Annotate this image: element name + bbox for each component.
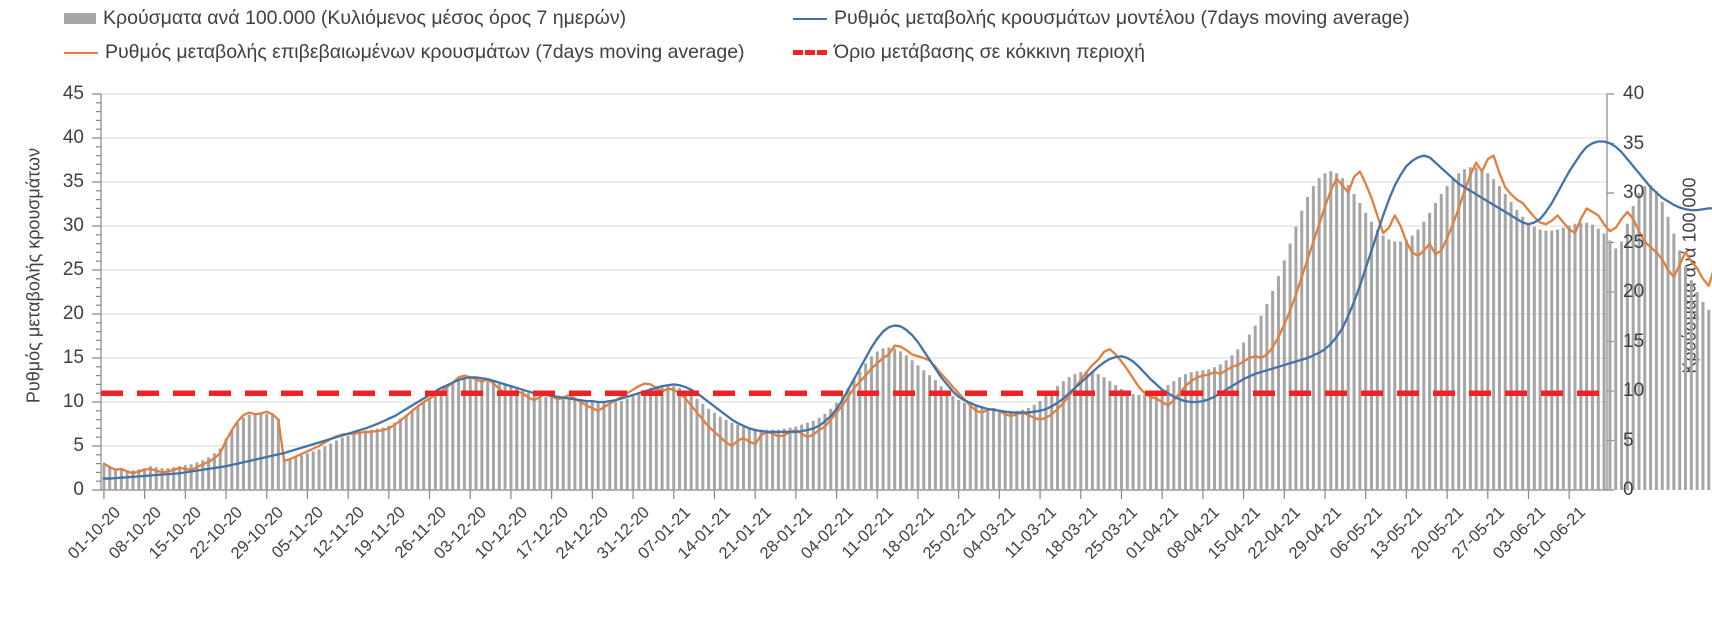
legend-label-bars: Κρούσματα ανά 100.000 (Κυλιόμενος μέσος … xyxy=(103,7,627,29)
blue-line-series xyxy=(102,140,1712,480)
legend-label-threshold: Όριο μετάβασης σε κόκκινη περιοχή xyxy=(834,41,1145,63)
y-tick-label-left: 10 xyxy=(62,391,84,412)
y-tick-label-left: 20 xyxy=(62,303,84,324)
legend-item-blue-line[interactable]: Ρυθμός μεταβολής κρουσμάτων μοντέλου (7d… xyxy=(793,7,1410,29)
bar-series xyxy=(102,167,1711,491)
y-tick-label-right: 35 xyxy=(1623,132,1645,154)
y-tick-label-right: 10 xyxy=(1623,380,1645,401)
line-swatch-icon xyxy=(793,17,827,20)
y-tick-label-right: 25 xyxy=(1623,231,1645,253)
y-tick-label-right: 15 xyxy=(1623,330,1645,352)
y-tick-label-right: 40 xyxy=(1623,83,1645,104)
y-tick-label-left: 0 xyxy=(73,479,84,500)
legend-label-blue-line: Ρυθμός μεταβολής κρουσμάτων μοντέλου (7d… xyxy=(834,7,1410,29)
y-tick-label-right: 5 xyxy=(1623,429,1634,451)
chart-legend: Κρούσματα ανά 100.000 (Κυλιόμενος μέσος … xyxy=(0,0,1712,70)
legend-item-bars[interactable]: Κρούσματα ανά 100.000 (Κυλιόμενος μέσος … xyxy=(64,7,627,29)
bar-swatch-icon xyxy=(64,13,96,25)
legend-label-orange-line: Ρυθμός μεταβολής επιβεβαιωμένων κρουσμάτ… xyxy=(105,41,745,63)
legend-item-threshold[interactable]: Όριο μετάβασης σε κόκκινη περιοχή xyxy=(793,41,1145,63)
y-tick-label-left: 5 xyxy=(73,435,84,456)
y-tick-label-left: 35 xyxy=(62,171,84,192)
chart-canvas xyxy=(92,93,1712,499)
dashed-line-swatch-icon xyxy=(793,50,827,56)
plot-area-wrapper: Ρυθμός μεταβολής κρουσμάτων Κρούσματα αν… xyxy=(0,70,1712,641)
y-tick-label-left: 40 xyxy=(62,127,84,148)
y-tick-label-right: 20 xyxy=(1623,281,1645,302)
y-tick-label-left: 25 xyxy=(62,259,84,280)
legend-item-orange-line[interactable]: Ρυθμός μεταβολής επιβεβαιωμένων κρουσμάτ… xyxy=(64,41,745,63)
y-tick-label-right: 0 xyxy=(1623,479,1634,500)
y-tick-label-right: 30 xyxy=(1623,182,1645,203)
line-swatch-icon xyxy=(64,51,98,54)
y-tick-label-left: 30 xyxy=(62,215,84,236)
y-tick-label-left: 45 xyxy=(62,83,84,104)
y-tick-label-left: 15 xyxy=(62,347,84,368)
